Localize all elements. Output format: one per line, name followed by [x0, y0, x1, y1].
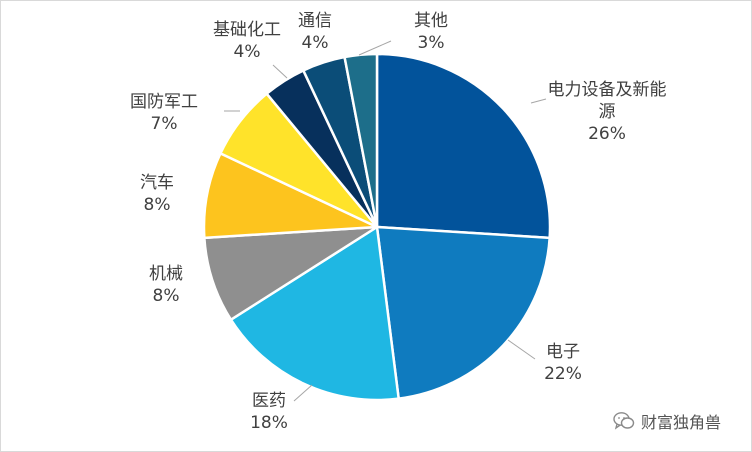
slice-percent: 4%: [302, 33, 329, 53]
slice-name: 其他: [414, 11, 448, 31]
slice-name: 汽车: [140, 173, 174, 193]
slice-name: 源: [599, 102, 616, 122]
slice-percent: 3%: [418, 33, 445, 53]
slice-label: 汽车 8%: [140, 173, 174, 215]
slice-name: 机械: [149, 264, 183, 284]
pie-slice: [375, 52, 552, 240]
slice-percent: 4%: [234, 42, 261, 62]
leader-line: [293, 384, 313, 402]
leader-lines: [224, 40, 547, 402]
watermark-text: 财富独角兽: [641, 413, 722, 432]
slice-label: 国防军工 7%: [130, 92, 198, 134]
leader-line: [530, 98, 547, 104]
slice-percent: 26%: [588, 124, 626, 144]
wechat-icon: [613, 412, 635, 430]
leader-line: [358, 40, 392, 56]
slice-label: 通信 4%: [298, 11, 332, 53]
leader-line: [507, 339, 536, 360]
slice-name: 电力设备及新能: [548, 80, 667, 100]
slice-label: 电力设备及新能源 26%: [548, 80, 667, 144]
slice-name: 电子: [546, 342, 580, 362]
slice-label: 其他 3%: [414, 11, 448, 53]
slice-percent: 22%: [544, 364, 582, 384]
slice-label: 医药 18%: [250, 391, 288, 433]
leader-line: [272, 64, 288, 79]
pie-slices: [202, 52, 552, 402]
slice-label: 电子 22%: [544, 342, 582, 384]
slice-label: 基础化工 4%: [213, 20, 281, 62]
slice-label: 机械 8%: [149, 264, 183, 306]
slice-percent: 8%: [153, 286, 180, 306]
pie-slice: [229, 225, 400, 402]
watermark: 财富独角兽: [613, 409, 721, 433]
slice-percent: 7%: [151, 114, 178, 134]
slice-name: 国防军工: [130, 92, 198, 112]
pie-slice: [375, 225, 551, 400]
slice-labels: 电力设备及新能源 26%电子 22%医药 18%机械 8%汽车 8%国防军工 7%基础化工 4…: [130, 11, 667, 433]
slice-name: 基础化工: [213, 20, 281, 40]
slice-name: 通信: [298, 11, 332, 31]
slice-percent: 8%: [144, 195, 171, 215]
slice-percent: 18%: [250, 413, 288, 433]
slice-name: 医药: [252, 391, 286, 411]
